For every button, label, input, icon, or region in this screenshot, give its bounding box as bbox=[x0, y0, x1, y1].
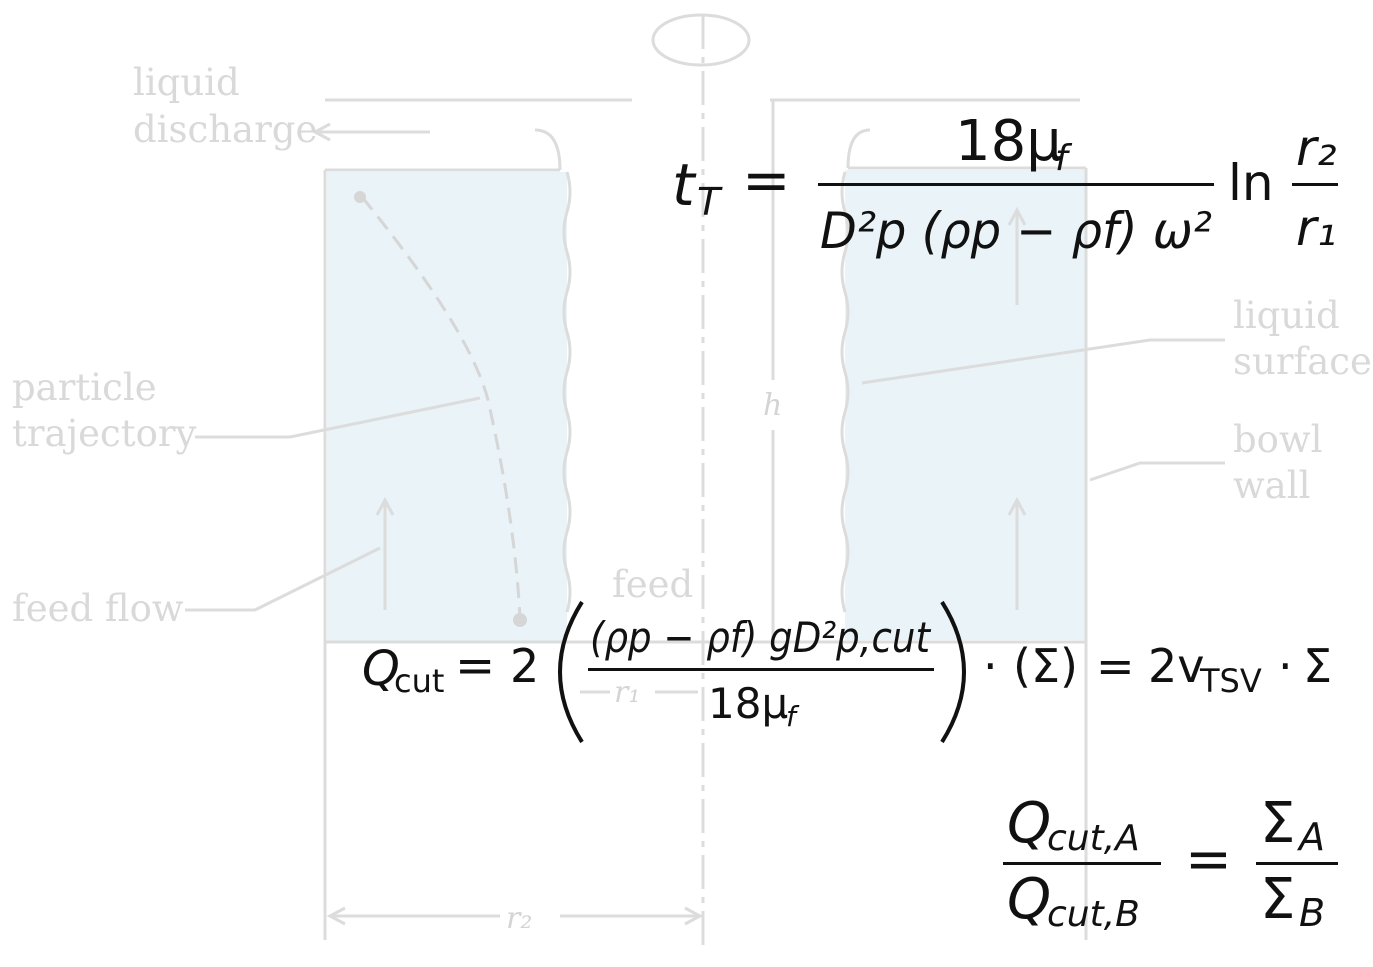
settling-time-denominator: D²p (ρp − ρf) ω² bbox=[820, 202, 1212, 260]
cut-flow-fraction-bar bbox=[588, 668, 934, 671]
equals-sign-3: = bbox=[1096, 639, 1135, 693]
settling-time-fraction-bar bbox=[818, 183, 1214, 186]
scale-left-fraction-bar bbox=[1003, 862, 1161, 865]
overflow-curve-right bbox=[846, 128, 871, 169]
liquid-surface-leader bbox=[861, 338, 1225, 385]
r2-arrowhead-left bbox=[326, 906, 346, 926]
dot-operator-2: · bbox=[1278, 639, 1293, 693]
settling-time-numerator: 18μ bbox=[955, 109, 1062, 174]
liquid-discharge-label-line2: discharge bbox=[133, 108, 317, 151]
right-paren-large bbox=[940, 600, 966, 744]
cut-flow-equation: Q cut = 2 (ρp − ρf) gD²p,cut 18μ f · (Σ)… bbox=[362, 600, 1332, 744]
liquid-region-right bbox=[845, 170, 1085, 640]
scale-bottom-right: Σ bbox=[1260, 867, 1295, 932]
rhs-subscript: TSV bbox=[1199, 662, 1262, 700]
scale-right-fraction-bar bbox=[1256, 862, 1338, 865]
rhs-sigma: Σ bbox=[1303, 639, 1332, 693]
particle-trajectory-label-line1: particle bbox=[12, 366, 157, 409]
scale-up-equation: Q cut,A Q cut,B = Σ A Σ B bbox=[1003, 791, 1338, 935]
cut-flow-denominator-sub: f bbox=[786, 700, 800, 733]
r2-arrowhead-right bbox=[684, 906, 704, 926]
flow-arrowhead-right-lower bbox=[1007, 496, 1027, 516]
equals-sign-1: = bbox=[742, 146, 791, 214]
feed-flow-label: feed flow bbox=[12, 587, 184, 630]
liquid-surface-left bbox=[562, 171, 572, 613]
rotation-symbol bbox=[651, 13, 751, 67]
left-paren-large bbox=[558, 600, 584, 744]
scale-bottom-left-sub: cut,B bbox=[1047, 894, 1140, 935]
liquid-surface-label-line2: surface bbox=[1233, 340, 1372, 383]
scale-bottom-left: Q bbox=[1007, 867, 1051, 932]
overflow-curve-left bbox=[534, 128, 562, 171]
cut-flow-lhs: Q bbox=[362, 641, 400, 697]
settling-time-lhs-sub: T bbox=[697, 180, 723, 224]
particle-start-dot bbox=[354, 191, 366, 203]
rhs-coefficient: 2v bbox=[1148, 639, 1205, 693]
equals-sign-4: = bbox=[1185, 827, 1232, 892]
ratio-top: r₂ bbox=[1296, 119, 1337, 177]
scale-top-left: Q bbox=[1007, 791, 1051, 856]
ratio-fraction-bar bbox=[1292, 183, 1338, 186]
sigma-parenthesized: (Σ) bbox=[1013, 639, 1078, 693]
feed-flow-arrowhead-left bbox=[375, 496, 395, 516]
feed-label: feed bbox=[612, 563, 693, 606]
ratio-bottom: r₁ bbox=[1296, 199, 1337, 257]
particle-trajectory-label-line2: trajectory bbox=[12, 412, 197, 455]
bowl-wall-leader bbox=[1089, 461, 1225, 482]
scale-bottom-right-sub: B bbox=[1299, 891, 1325, 935]
cut-flow-numerator: (ρp − ρf) gD²p,cut bbox=[590, 613, 931, 662]
particle-end-dot bbox=[513, 613, 527, 627]
feed-flow-leader bbox=[185, 546, 381, 612]
r1-label: r₁ bbox=[614, 675, 640, 710]
dot-operator-1: · bbox=[983, 639, 998, 693]
r2-label: r₂ bbox=[506, 901, 532, 936]
log-function: ln bbox=[1228, 154, 1274, 212]
cut-flow-coefficient: 2 bbox=[510, 639, 539, 693]
settling-time-equation: t T = 18μ f D²p (ρp − ρf) ω² ln r₂ r₁ bbox=[672, 109, 1338, 260]
cut-flow-lhs-sub: cut bbox=[394, 662, 444, 700]
settling-time-lhs: t bbox=[672, 151, 697, 219]
particle-trajectory-leader bbox=[195, 396, 481, 439]
bowl-wall-label-line2: wall bbox=[1233, 464, 1310, 507]
flow-arrowhead-right-upper bbox=[1007, 206, 1027, 226]
scale-top-left-sub: cut,A bbox=[1047, 818, 1140, 859]
particle-trajectory-path bbox=[360, 196, 522, 619]
cut-flow-denominator: 18μ bbox=[708, 679, 788, 728]
scale-top-right-sub: A bbox=[1296, 815, 1325, 859]
liquid-discharge-label-line1: liquid bbox=[133, 61, 240, 104]
height-label: h bbox=[763, 388, 782, 423]
liquid-surface-label-line1: liquid bbox=[1233, 294, 1340, 337]
liquid-region-left bbox=[327, 172, 567, 642]
scale-top-right: Σ bbox=[1260, 791, 1295, 856]
liquid-surface-right bbox=[840, 171, 850, 613]
discharge-arrowhead bbox=[311, 122, 331, 142]
bowl-wall-label-line1: bowl bbox=[1233, 418, 1322, 461]
equals-sign-2: = bbox=[455, 638, 495, 694]
